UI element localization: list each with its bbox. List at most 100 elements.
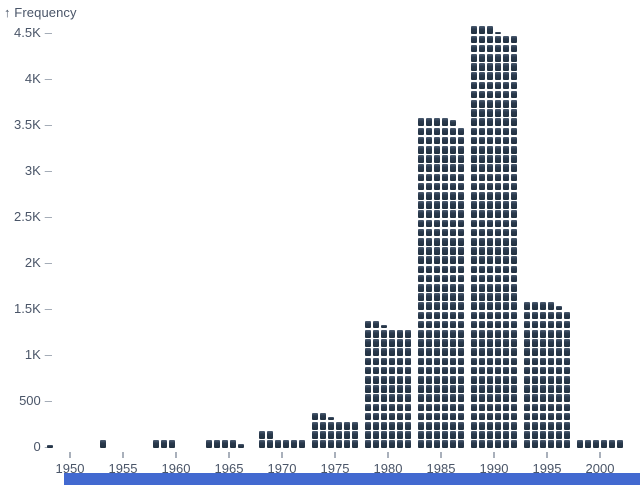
waffle-cell bbox=[388, 412, 396, 421]
waffle-cell bbox=[417, 357, 425, 366]
waffle-cell bbox=[380, 440, 388, 448]
waffle-cell bbox=[523, 348, 531, 356]
waffle-cell bbox=[258, 431, 266, 439]
waffle-cell bbox=[494, 247, 502, 255]
waffle-cell bbox=[547, 412, 555, 421]
waffle-cell bbox=[425, 339, 433, 347]
waffle-cell bbox=[457, 228, 465, 237]
waffle-cell bbox=[457, 283, 465, 292]
waffle-cell bbox=[502, 274, 510, 283]
waffle-cell bbox=[388, 421, 396, 430]
waffle-cell bbox=[457, 403, 465, 412]
waffle-cell bbox=[494, 81, 502, 90]
waffle-cell bbox=[486, 44, 494, 53]
waffle-cell bbox=[380, 366, 388, 375]
x-tick-label: 1965 bbox=[214, 461, 244, 476]
waffle-cell bbox=[470, 182, 478, 191]
waffle-cell bbox=[502, 320, 510, 329]
waffle-cell bbox=[510, 385, 518, 393]
waffle-cell bbox=[282, 440, 290, 448]
waffle-cell bbox=[425, 256, 433, 264]
waffle-cell bbox=[510, 348, 518, 356]
waffle-cell bbox=[502, 394, 510, 402]
waffle-cell bbox=[380, 394, 388, 402]
waffle-cell bbox=[449, 127, 457, 136]
waffle-cell bbox=[99, 440, 107, 448]
waffle-cell bbox=[470, 403, 478, 412]
waffle-cell bbox=[494, 191, 502, 200]
waffle-cell bbox=[46, 445, 54, 448]
waffle-cell bbox=[433, 219, 441, 228]
waffle-cell bbox=[494, 440, 502, 448]
waffle-cell bbox=[555, 403, 563, 412]
waffle-cell bbox=[433, 136, 441, 145]
waffle-cell bbox=[372, 421, 380, 430]
waffle-cell bbox=[364, 403, 372, 412]
waffle-cell bbox=[237, 444, 245, 448]
waffle-cell bbox=[502, 228, 510, 237]
waffle-cell bbox=[510, 219, 518, 228]
waffle-cell bbox=[547, 366, 555, 375]
waffle-cell bbox=[470, 127, 478, 136]
waffle-cell bbox=[449, 366, 457, 375]
waffle-cell bbox=[478, 348, 486, 356]
waffle-cell bbox=[404, 385, 412, 393]
waffle-cell bbox=[563, 440, 571, 448]
waffle-cell bbox=[502, 173, 510, 182]
waffle-cell bbox=[486, 81, 494, 90]
waffle-cell bbox=[494, 109, 502, 117]
waffle-cell bbox=[494, 403, 502, 412]
waffle-cell bbox=[494, 256, 502, 264]
waffle-cell bbox=[441, 431, 449, 439]
waffle-cell bbox=[494, 31, 502, 34]
waffle-cell bbox=[478, 72, 486, 80]
waffle-cell bbox=[441, 357, 449, 366]
waffle-cell bbox=[494, 293, 502, 301]
waffle-cell bbox=[380, 325, 388, 329]
waffle-cell bbox=[425, 247, 433, 255]
waffle-cell bbox=[494, 385, 502, 393]
waffle-cell bbox=[539, 403, 547, 412]
waffle-cell bbox=[478, 26, 486, 34]
waffle-cell bbox=[486, 210, 494, 218]
waffle-cell bbox=[298, 440, 306, 448]
waffle-cell bbox=[494, 219, 502, 228]
waffle-cell bbox=[510, 394, 518, 402]
waffle-cell bbox=[486, 182, 494, 191]
waffle-cell bbox=[433, 348, 441, 356]
waffle-cell bbox=[470, 109, 478, 117]
waffle-cell bbox=[576, 440, 584, 448]
waffle-cell bbox=[592, 440, 600, 448]
waffle-cell bbox=[494, 375, 502, 384]
waffle-cell bbox=[502, 385, 510, 393]
waffle-cell bbox=[311, 440, 319, 448]
waffle-cell bbox=[547, 329, 555, 338]
waffle-cell bbox=[417, 219, 425, 228]
waffle-cell bbox=[396, 366, 404, 375]
waffle-cell bbox=[478, 99, 486, 108]
waffle-cell bbox=[441, 375, 449, 384]
y-tick-label: 0– bbox=[33, 439, 52, 454]
waffle-cell bbox=[404, 403, 412, 412]
waffle-cell bbox=[470, 173, 478, 182]
waffle-cell bbox=[486, 99, 494, 108]
waffle-cell bbox=[555, 431, 563, 439]
waffle-cell bbox=[441, 164, 449, 172]
waffle-cell bbox=[470, 293, 478, 301]
waffle-cell bbox=[502, 35, 510, 44]
waffle-cell bbox=[486, 164, 494, 172]
waffle-cell bbox=[457, 431, 465, 439]
waffle-cell bbox=[441, 320, 449, 329]
waffle-cell bbox=[449, 201, 457, 209]
waffle-cell bbox=[555, 385, 563, 393]
waffle-cell bbox=[478, 440, 486, 448]
waffle-cell bbox=[425, 228, 433, 237]
waffle-cell bbox=[433, 403, 441, 412]
waffle-cell bbox=[441, 283, 449, 292]
waffle-cell bbox=[396, 440, 404, 448]
waffle-cell bbox=[372, 431, 380, 439]
waffle-cell bbox=[478, 210, 486, 218]
waffle-cell bbox=[433, 357, 441, 366]
waffle-cell bbox=[372, 348, 380, 356]
waffle-cell bbox=[441, 155, 449, 163]
